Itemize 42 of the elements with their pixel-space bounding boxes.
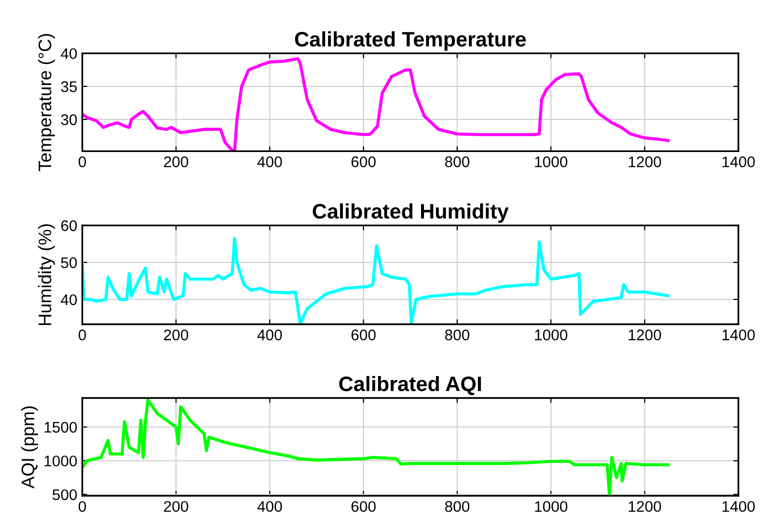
y-axis-title: Temperature (°C) — [38, 34, 55, 172]
x-tick-label: 1400 — [722, 501, 755, 512]
y-tick-label: 40 — [60, 294, 77, 306]
y-tick-label: 50 — [61, 257, 77, 268]
x-tick-label: 1000 — [535, 501, 568, 512]
y-tick-label: 40 — [60, 48, 77, 60]
x-tick-label: 800 — [445, 156, 470, 168]
x-tick-label: 800 — [445, 501, 470, 512]
x-tick-label: 600 — [352, 501, 376, 512]
x-tick-label: 600 — [352, 330, 376, 340]
y-tick-label: 1500 — [44, 422, 77, 433]
x-tick-label: 1200 — [628, 501, 662, 512]
y-axis-title: AQI (ppm) — [21, 406, 38, 488]
x-tick-label: 200 — [164, 330, 188, 340]
y-tick-label: 35 — [61, 81, 77, 92]
chart-title: Calibrated Temperature — [295, 31, 526, 51]
line-series — [82, 398, 670, 496]
line-series — [82, 57, 670, 152]
y-tick-label: 30 — [61, 114, 77, 126]
x-tick-label: 1200 — [628, 156, 662, 168]
x-tick-label: 1400 — [722, 330, 755, 340]
x-tick-label: 200 — [164, 156, 188, 168]
chart-title: Calibrated Humidity — [312, 203, 509, 223]
x-tick-label: 800 — [445, 330, 470, 340]
y-tick-label: 500 — [52, 489, 77, 500]
x-tick-label: 200 — [164, 501, 188, 512]
x-tick-label: 0 — [78, 501, 86, 512]
x-tick-label: 600 — [352, 156, 376, 168]
y-tick-label: 60 — [61, 220, 77, 232]
y-tick-label: 1000 — [44, 456, 77, 466]
x-tick-label: 400 — [257, 330, 282, 340]
x-tick-label: 1000 — [535, 330, 568, 340]
x-tick-label: 0 — [78, 156, 86, 168]
x-tick-label: 1200 — [628, 330, 662, 340]
x-tick-label: 1000 — [535, 156, 568, 168]
x-tick-label: 1400 — [722, 156, 755, 168]
x-tick-label: 400 — [257, 501, 282, 512]
line-series — [82, 236, 670, 324]
chart-title: Calibrated AQI — [339, 376, 481, 396]
x-tick-label: 0 — [78, 330, 86, 340]
y-axis-title: Humidity (%) — [38, 224, 55, 326]
x-tick-label: 400 — [257, 156, 282, 168]
